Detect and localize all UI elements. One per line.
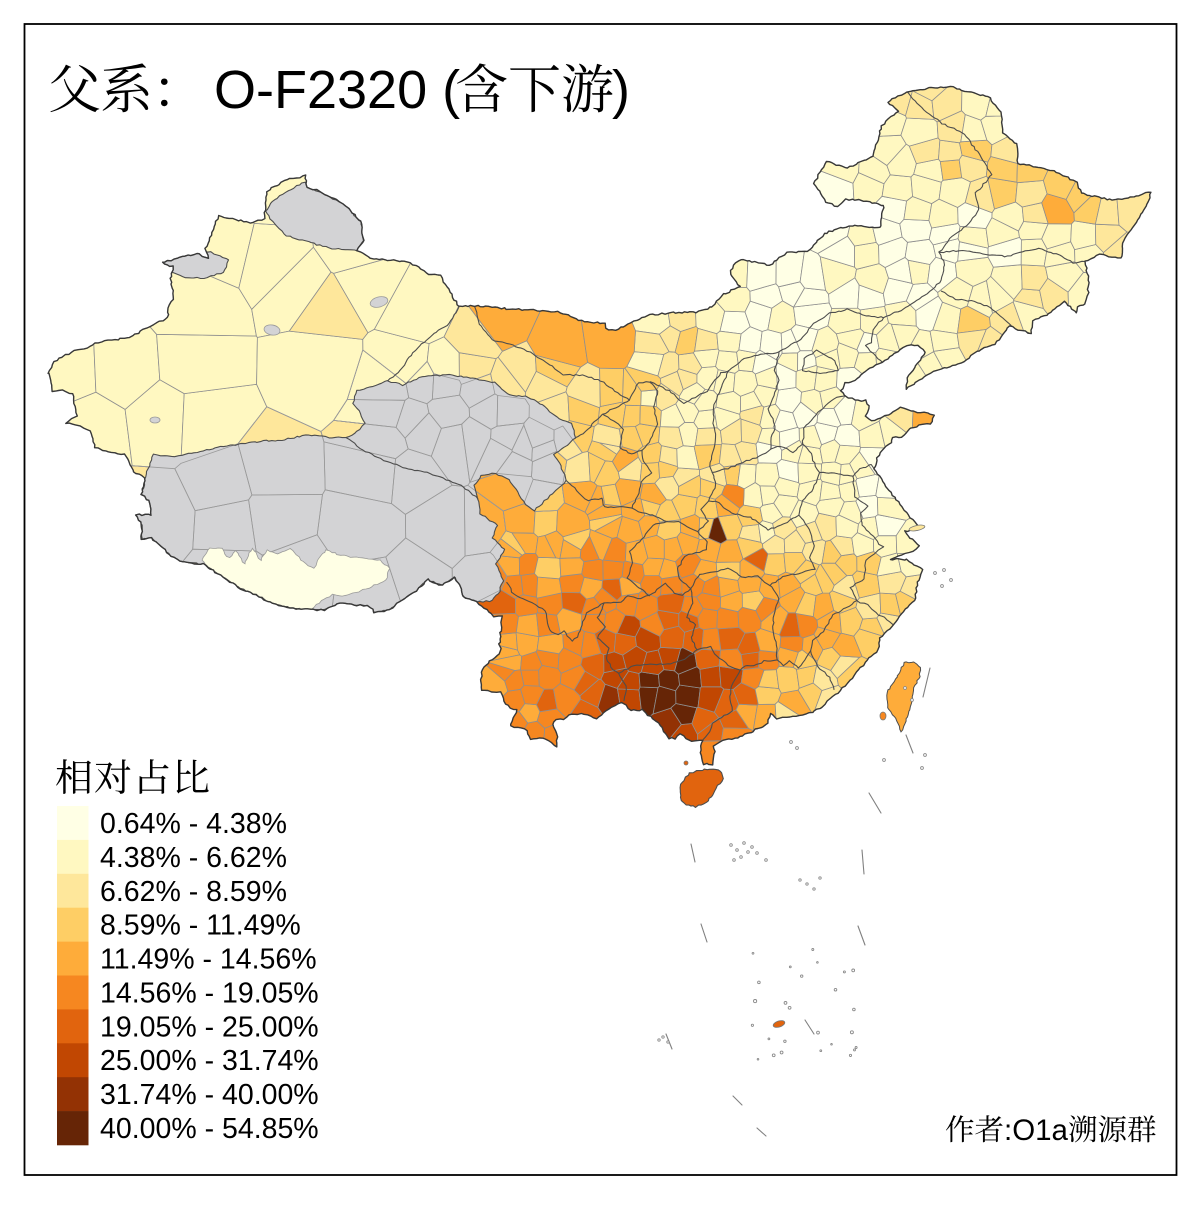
svg-text:40.00% - 54.85%: 40.00% - 54.85% xyxy=(100,1113,319,1145)
svg-text:4.38% - 6.62%: 4.38% - 6.62% xyxy=(100,842,287,874)
svg-text:8.59% - 11.49%: 8.59% - 11.49% xyxy=(100,910,301,942)
svg-text:O-F2320 (: O-F2320 ( xyxy=(214,60,460,120)
svg-text:19.05% - 25.00%: 19.05% - 25.00% xyxy=(100,1011,319,1043)
svg-text:): ) xyxy=(612,60,630,120)
svg-text:14.56% - 19.05%: 14.56% - 19.05% xyxy=(100,978,319,1010)
svg-text:31.74% - 40.00%: 31.74% - 40.00% xyxy=(100,1079,319,1111)
svg-text:6.62% - 8.59%: 6.62% - 8.59% xyxy=(100,876,287,908)
svg-text:25.00% - 31.74%: 25.00% - 31.74% xyxy=(100,1045,319,1077)
svg-text:0.64% - 4.38%: 0.64% - 4.38% xyxy=(100,808,287,840)
svg-text:11.49% - 14.56%: 11.49% - 14.56% xyxy=(100,944,317,976)
svg-text::O1a: :O1a xyxy=(1004,1114,1069,1147)
